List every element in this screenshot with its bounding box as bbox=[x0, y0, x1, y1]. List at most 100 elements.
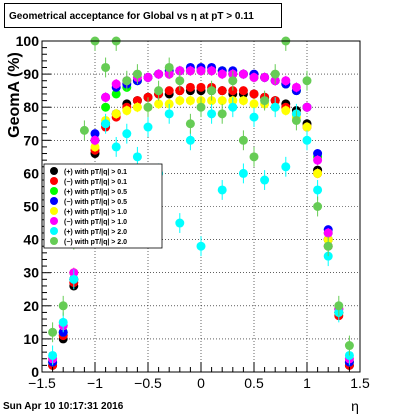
data-point bbox=[217, 109, 227, 119]
data-point bbox=[228, 102, 238, 112]
data-point bbox=[164, 109, 174, 119]
legend-entry: (−) with pT/|q| > 1.0 bbox=[64, 219, 127, 226]
data-point bbox=[58, 317, 68, 327]
data-point bbox=[132, 69, 142, 79]
y-tick-label: 100 bbox=[16, 33, 40, 49]
data-point bbox=[207, 86, 217, 96]
x-tick-label: 1.5 bbox=[350, 375, 370, 391]
y-tick-label: 80 bbox=[23, 99, 39, 115]
data-point bbox=[58, 301, 68, 311]
data-point bbox=[132, 102, 142, 112]
data-point bbox=[260, 96, 270, 106]
data-point bbox=[281, 162, 291, 172]
data-point bbox=[196, 241, 206, 251]
data-point bbox=[344, 341, 354, 351]
data-point bbox=[69, 274, 79, 284]
legend-entry: (+) with pT/|q| > 2.0 bbox=[64, 229, 127, 236]
legend-marker bbox=[50, 237, 58, 245]
legend-entry: (+) with pT/|q| > 1.0 bbox=[64, 209, 127, 216]
data-point bbox=[143, 72, 153, 82]
legend-marker bbox=[50, 197, 58, 205]
legend-entry: (−) with pT/|q| > 2.0 bbox=[64, 239, 127, 246]
y-tick-label: 90 bbox=[23, 66, 39, 82]
data-point bbox=[217, 185, 227, 195]
data-point bbox=[111, 89, 121, 99]
data-point bbox=[249, 72, 259, 82]
data-point bbox=[313, 202, 323, 211]
data-point bbox=[207, 66, 217, 76]
data-point bbox=[122, 76, 132, 86]
data-point bbox=[334, 301, 344, 311]
data-point bbox=[175, 76, 185, 86]
data-point bbox=[101, 92, 111, 102]
data-point bbox=[122, 129, 132, 139]
data-point bbox=[249, 89, 259, 99]
legend: (+) with pT/|q| > 0.1 (−) with pT/|q| > 0… bbox=[43, 163, 163, 249]
data-point bbox=[164, 62, 174, 72]
chart-title: Geometrical acceptance for Global vs η a… bbox=[4, 3, 282, 28]
y-tick-label: 40 bbox=[23, 232, 39, 248]
y-tick-label: 50 bbox=[23, 199, 39, 215]
legend-entry: (+) with pT/|q| > 0.1 bbox=[64, 169, 127, 176]
data-point bbox=[143, 122, 153, 132]
x-tick-label: 1 bbox=[303, 375, 311, 391]
data-point bbox=[302, 102, 312, 112]
data-point bbox=[154, 99, 164, 109]
data-point bbox=[175, 218, 185, 228]
legend-entry: (−) with pT/|q| > 0.1 bbox=[64, 179, 127, 186]
data-point bbox=[48, 327, 58, 337]
data-point bbox=[260, 175, 270, 185]
x-tick-label: 0 bbox=[197, 375, 205, 391]
x-tick-label: −0.5 bbox=[134, 375, 162, 391]
data-point bbox=[90, 135, 100, 145]
x-tick-label: 0.5 bbox=[244, 375, 264, 391]
y-tick-label: 20 bbox=[23, 298, 39, 314]
data-point bbox=[122, 106, 132, 116]
data-point bbox=[323, 228, 333, 238]
y-tick-label: 60 bbox=[23, 165, 39, 181]
x-axis-label: η bbox=[351, 398, 359, 414]
data-point bbox=[323, 241, 333, 251]
data-point bbox=[185, 135, 195, 145]
x-tick-label: −1 bbox=[87, 375, 103, 391]
data-point bbox=[249, 99, 259, 109]
data-point bbox=[132, 152, 142, 162]
data-point bbox=[154, 69, 164, 79]
data-point bbox=[217, 86, 227, 96]
data-point bbox=[291, 82, 301, 92]
data-point bbox=[90, 142, 100, 152]
x-tick-label: −1.5 bbox=[28, 375, 56, 391]
data-point bbox=[196, 82, 206, 92]
data-point bbox=[217, 69, 227, 79]
data-point bbox=[217, 96, 227, 106]
data-point bbox=[238, 168, 248, 178]
data-point bbox=[313, 185, 323, 195]
data-point bbox=[132, 96, 142, 106]
data-point bbox=[164, 86, 174, 96]
data-point bbox=[185, 119, 195, 129]
data-point bbox=[101, 62, 111, 72]
data-point bbox=[185, 82, 195, 92]
data-point bbox=[196, 66, 206, 76]
data-point bbox=[238, 86, 248, 96]
data-point bbox=[281, 76, 291, 86]
data-point bbox=[185, 66, 195, 76]
data-point bbox=[143, 102, 153, 112]
data-point bbox=[238, 69, 248, 79]
data-point bbox=[111, 79, 121, 89]
data-point bbox=[238, 135, 248, 145]
legend-marker bbox=[50, 167, 58, 175]
data-point bbox=[302, 122, 312, 132]
legend-marker bbox=[50, 187, 58, 195]
data-point bbox=[238, 96, 248, 106]
y-tick-label: 30 bbox=[23, 265, 39, 281]
date-stamp: Sun Apr 10 10:17:31 2016 bbox=[3, 401, 124, 412]
data-point bbox=[90, 129, 100, 139]
data-point bbox=[313, 155, 323, 165]
legend-marker bbox=[50, 217, 58, 225]
data-point bbox=[228, 76, 238, 86]
data-point bbox=[302, 76, 312, 86]
data-point bbox=[249, 152, 259, 162]
legend-entry: (+) with pT/|q| > 0.5 bbox=[64, 189, 127, 196]
